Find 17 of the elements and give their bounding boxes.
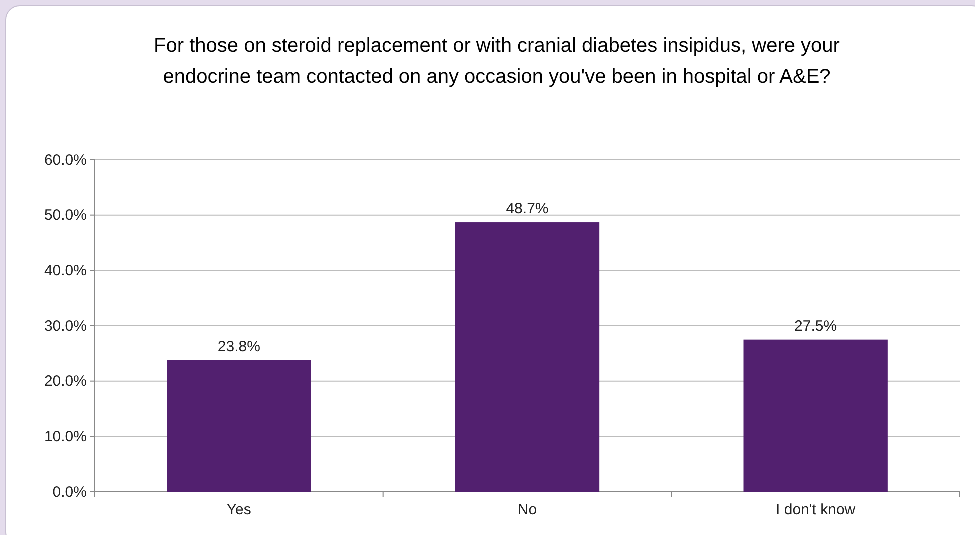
- x-tick-label: Yes: [226, 502, 252, 519]
- chart-title: For those on steroid replacement or with cranial diabetes insipidus, were your endocrine team contacted on any occasion you've been in hospital or A&E?: [154, 35, 840, 88]
- bar: [455, 222, 600, 492]
- data-label: 27.5%: [794, 318, 838, 335]
- y-tick-label: 10.0%: [44, 428, 87, 446]
- x-tick-label: I don't know: [776, 502, 856, 519]
- y-tick-label: 0.0%: [52, 484, 87, 501]
- y-tick-label: 40.0%: [44, 262, 87, 280]
- y-tick-label: 60.0%: [44, 152, 87, 169]
- y-tick-label: 20.0%: [44, 373, 87, 390]
- y-tick-label: 50.0%: [44, 207, 87, 224]
- data-label: 23.8%: [218, 338, 260, 356]
- x-tick-label: No: [518, 502, 538, 519]
- y-tick-label: 30.0%: [44, 318, 87, 335]
- bar: [744, 340, 888, 492]
- bar: [167, 360, 312, 492]
- data-label: 48.7%: [506, 200, 549, 218]
